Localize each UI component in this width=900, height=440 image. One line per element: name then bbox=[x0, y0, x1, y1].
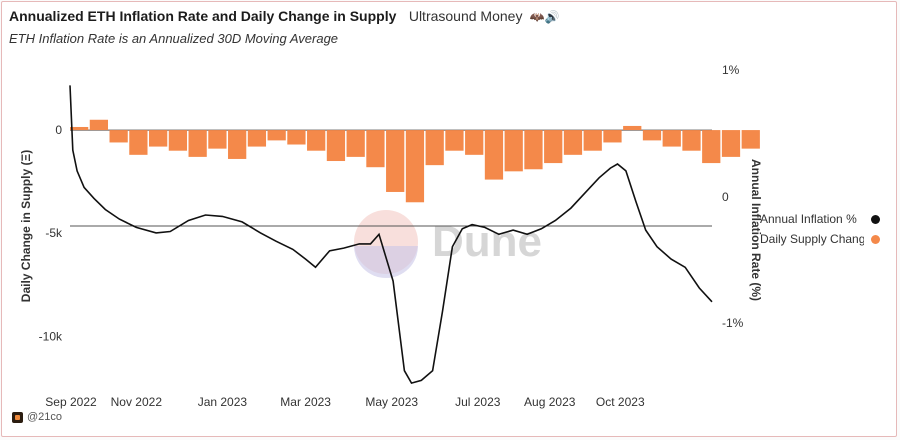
legend-dot-supply bbox=[871, 234, 880, 244]
supply-bar bbox=[741, 130, 760, 149]
supply-bar bbox=[524, 130, 543, 170]
supply-bar bbox=[445, 130, 464, 151]
legend-dot-inflation bbox=[871, 214, 880, 224]
supply-bar bbox=[247, 130, 267, 147]
y-right-tick-label: -1% bbox=[722, 316, 744, 330]
x-tick-label: Nov 2022 bbox=[111, 395, 163, 409]
y-right-tick-label: 0 bbox=[722, 190, 729, 204]
supply-bar bbox=[504, 130, 523, 172]
x-tick-label: Mar 2023 bbox=[280, 395, 331, 409]
x-tick-label: Aug 2023 bbox=[524, 395, 576, 409]
y-left-tick-label: -5k bbox=[45, 226, 63, 240]
supply-bar bbox=[149, 130, 168, 147]
source-label[interactable]: Ultrasound Money bbox=[408, 8, 523, 24]
chart-title: Annualized ETH Inflation Rate and Daily … bbox=[9, 8, 397, 24]
legend-item-inflation[interactable]: Annual Inflation % bbox=[760, 212, 880, 226]
supply-bar bbox=[188, 130, 207, 157]
supply-bar bbox=[267, 130, 286, 141]
supply-bar bbox=[70, 126, 89, 131]
x-tick-label: Jul 2023 bbox=[455, 395, 501, 409]
legend-label-inflation: Annual Inflation % bbox=[760, 212, 857, 226]
y-left-tick-label: -10k bbox=[39, 329, 63, 343]
supply-bar bbox=[425, 130, 444, 166]
supply-bar bbox=[129, 130, 148, 155]
supply-bar bbox=[623, 125, 642, 131]
supply-bar bbox=[721, 130, 741, 157]
footer: @21co bbox=[12, 411, 62, 423]
supply-bar bbox=[366, 130, 385, 168]
supply-bar bbox=[642, 130, 662, 141]
x-tick-label: Oct 2023 bbox=[596, 395, 645, 409]
21co-logo-icon bbox=[12, 411, 23, 423]
x-tick-label: Jan 2023 bbox=[198, 395, 248, 409]
supply-bar bbox=[702, 130, 721, 164]
watermark-text: Dune bbox=[432, 217, 542, 266]
supply-bar bbox=[109, 130, 128, 143]
supply-bar bbox=[307, 130, 326, 151]
supply-bar bbox=[346, 130, 365, 157]
supply-bar bbox=[662, 130, 681, 147]
y-right-tick-label: 1% bbox=[722, 63, 740, 77]
supply-bar bbox=[465, 130, 484, 155]
supply-bar bbox=[563, 130, 583, 155]
supply-bar bbox=[682, 130, 701, 151]
chart-legend: Annual Inflation % Daily Supply Change bbox=[760, 212, 880, 252]
x-tick-label: Sep 2022 bbox=[45, 395, 97, 409]
dune-logo-lower-icon bbox=[354, 246, 418, 278]
y-left-tick-label: 0 bbox=[55, 123, 62, 137]
legend-item-supply[interactable]: Daily Supply Change bbox=[760, 232, 880, 246]
legend-label-supply: Daily Supply Change bbox=[760, 232, 864, 246]
supply-bar bbox=[386, 130, 405, 192]
author-handle[interactable]: @21co bbox=[27, 411, 63, 423]
supply-bar bbox=[583, 130, 602, 151]
supply-bar bbox=[168, 130, 188, 151]
supply-bar bbox=[405, 130, 425, 203]
chart-header: Annualized ETH Inflation Rate and Daily … bbox=[9, 8, 560, 26]
supply-bar bbox=[484, 130, 504, 180]
supply-bar bbox=[287, 130, 306, 145]
chart-subtitle: ETH Inflation Rate is an Annualized 30D … bbox=[9, 31, 339, 46]
y-left-axis-title: Daily Change in Supply (Ξ) bbox=[19, 150, 33, 302]
supply-bar bbox=[208, 130, 227, 149]
x-tick-label: May 2023 bbox=[365, 395, 418, 409]
y-right-axis-title: Annual Inflation Rate (%) bbox=[749, 159, 763, 301]
supply-bar bbox=[544, 130, 563, 164]
bat-speaker-emoji: 🦇🔊 bbox=[529, 10, 560, 24]
supply-bar bbox=[89, 119, 109, 131]
supply-bar bbox=[228, 130, 247, 159]
supply-bar bbox=[603, 130, 622, 143]
inflation-line bbox=[69, 85, 713, 385]
supply-bar bbox=[326, 130, 346, 162]
